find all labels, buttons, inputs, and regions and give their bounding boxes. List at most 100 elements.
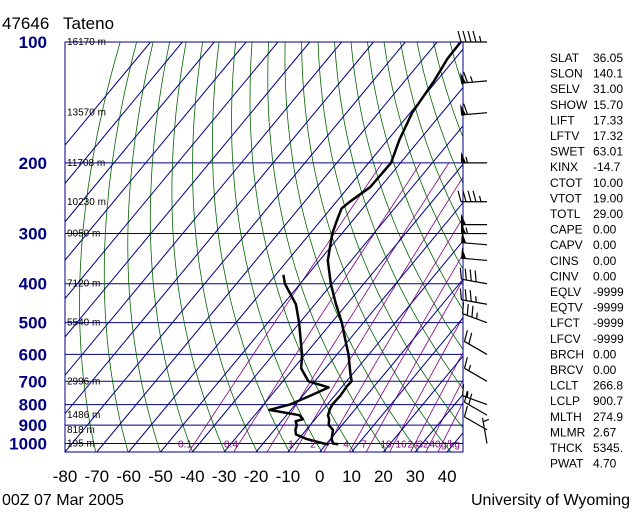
wind-barb-half (466, 391, 469, 398)
wind-barb-full (468, 332, 473, 345)
index-value: -9999 (593, 301, 624, 315)
isotherm-line (65, 42, 215, 223)
wind-barb-full (467, 30, 472, 43)
temperature-tick-label: -60 (116, 467, 141, 486)
wind-barb-half (469, 76, 474, 83)
isotherm-line (191, 125, 463, 452)
isotherm-line (319, 278, 463, 452)
mixing-ratio-label: 2 (310, 439, 316, 450)
mixing-ratio-label: 7 (361, 439, 367, 450)
index-name: BRCV (550, 363, 583, 377)
wind-barb-half (478, 195, 482, 202)
dry-adiabat-line (350, 42, 463, 351)
stability-indices: SLAT 36.05 SLON 140.1 SELV 31.00 SHOW 15.70 LIFT… (550, 51, 624, 471)
wind-barb-flag (461, 231, 467, 243)
wind-barb-half (468, 364, 472, 371)
temperature-tick-label: 0 (315, 467, 324, 486)
dry-adiabat-line (267, 42, 387, 452)
wind-barb-flag (461, 213, 466, 225)
temperature-tick-label: -10 (276, 467, 301, 486)
isotherm-line (351, 316, 463, 452)
mixing-ratio-line (233, 162, 422, 452)
height-label: 11708 m (67, 158, 105, 169)
temperature-tick-label: -40 (180, 467, 205, 486)
wind-barb-staff (461, 241, 488, 246)
pressure-tick-label: 300 (19, 225, 47, 244)
mixing-ratio-line (294, 176, 463, 452)
dry-adiabat-line (127, 42, 161, 452)
wind-barb-half (478, 35, 482, 43)
wind-barb-staff (461, 257, 488, 262)
index-value: -9999 (593, 316, 624, 330)
dry-adiabat-line (383, 42, 463, 270)
pressure-tick-label: 400 (19, 275, 47, 294)
wind-barb-full (463, 71, 469, 83)
index-value: 0.00 (593, 254, 617, 268)
index-value: 274.9 (593, 410, 623, 424)
isotherm-line (65, 42, 183, 185)
isotherm-line (65, 42, 406, 452)
wind-barb-full (463, 357, 468, 369)
wind-barb (463, 330, 488, 355)
index-value: 63.01 (593, 145, 623, 159)
index-value: -14.7 (593, 160, 621, 174)
height-label: 818 m (67, 425, 95, 436)
temperature-tick-label: 10 (342, 467, 361, 486)
wind-barb-half (465, 156, 469, 164)
wind-barb (461, 151, 487, 164)
index-name: MLMR (550, 425, 586, 439)
wind-barb (481, 417, 490, 444)
index-name: THCK (550, 441, 583, 455)
pressure-tick-label: 800 (19, 396, 47, 415)
wind-barb-full (469, 269, 472, 281)
dry-adiabat-line (334, 42, 463, 390)
wind-barb-staff (461, 299, 488, 305)
index-value: 0.00 (593, 269, 617, 283)
grid-layer (65, 41, 463, 444)
height-label: 9050 m (67, 229, 100, 240)
dry-adiabat-line (367, 42, 463, 311)
index-value: 0.00 (593, 347, 617, 361)
temperature-tick-label: 20 (374, 467, 393, 486)
wind-barb-staff (464, 367, 488, 382)
temperature-tick-label: -30 (212, 467, 237, 486)
index-name: TOTL (550, 207, 581, 221)
isotherm-line (128, 48, 463, 452)
mixing-ratio-line (410, 351, 463, 452)
index-name: SELV (550, 82, 580, 96)
isotherm-line (287, 240, 463, 452)
index-name: CAPV (550, 238, 583, 252)
mixing-ratio-label: 10 (380, 439, 392, 450)
wind-barb-flag (461, 222, 466, 234)
index-value: 2.67 (593, 425, 617, 439)
wind-barb-flag (460, 104, 467, 115)
wind-barb-full (466, 304, 469, 316)
mixing-ratio-label: 24 (407, 439, 419, 450)
pressure-tick-label: 200 (19, 154, 47, 173)
index-value: 19.00 (593, 191, 623, 205)
mixing-ratio-label: 4 (343, 439, 349, 450)
wind-barb-full (463, 103, 469, 115)
wind-barb (461, 302, 488, 324)
wind-barb-full (459, 288, 462, 300)
wind-barb-full (462, 190, 467, 202)
wind-barb-full (457, 30, 462, 43)
index-name: CAPE (550, 223, 583, 237)
mixing-ratio-line (389, 316, 463, 452)
wind-barb (461, 213, 487, 226)
mixing-ratio-line (437, 401, 463, 452)
dry-adiabat-line (301, 42, 452, 452)
index-name: EQTV (550, 301, 583, 315)
wind-barb (457, 30, 487, 43)
index-name: CINS (550, 254, 579, 268)
wind-barb-full (461, 384, 465, 396)
dry-adiabat-line (284, 42, 419, 452)
isotherm-line (65, 42, 311, 338)
isotherm-line (255, 201, 463, 452)
mixing-ratio-label: g/kg (441, 439, 460, 450)
profile-line (326, 42, 462, 446)
wind-barb (463, 405, 488, 431)
index-name: LFTV (550, 129, 579, 143)
